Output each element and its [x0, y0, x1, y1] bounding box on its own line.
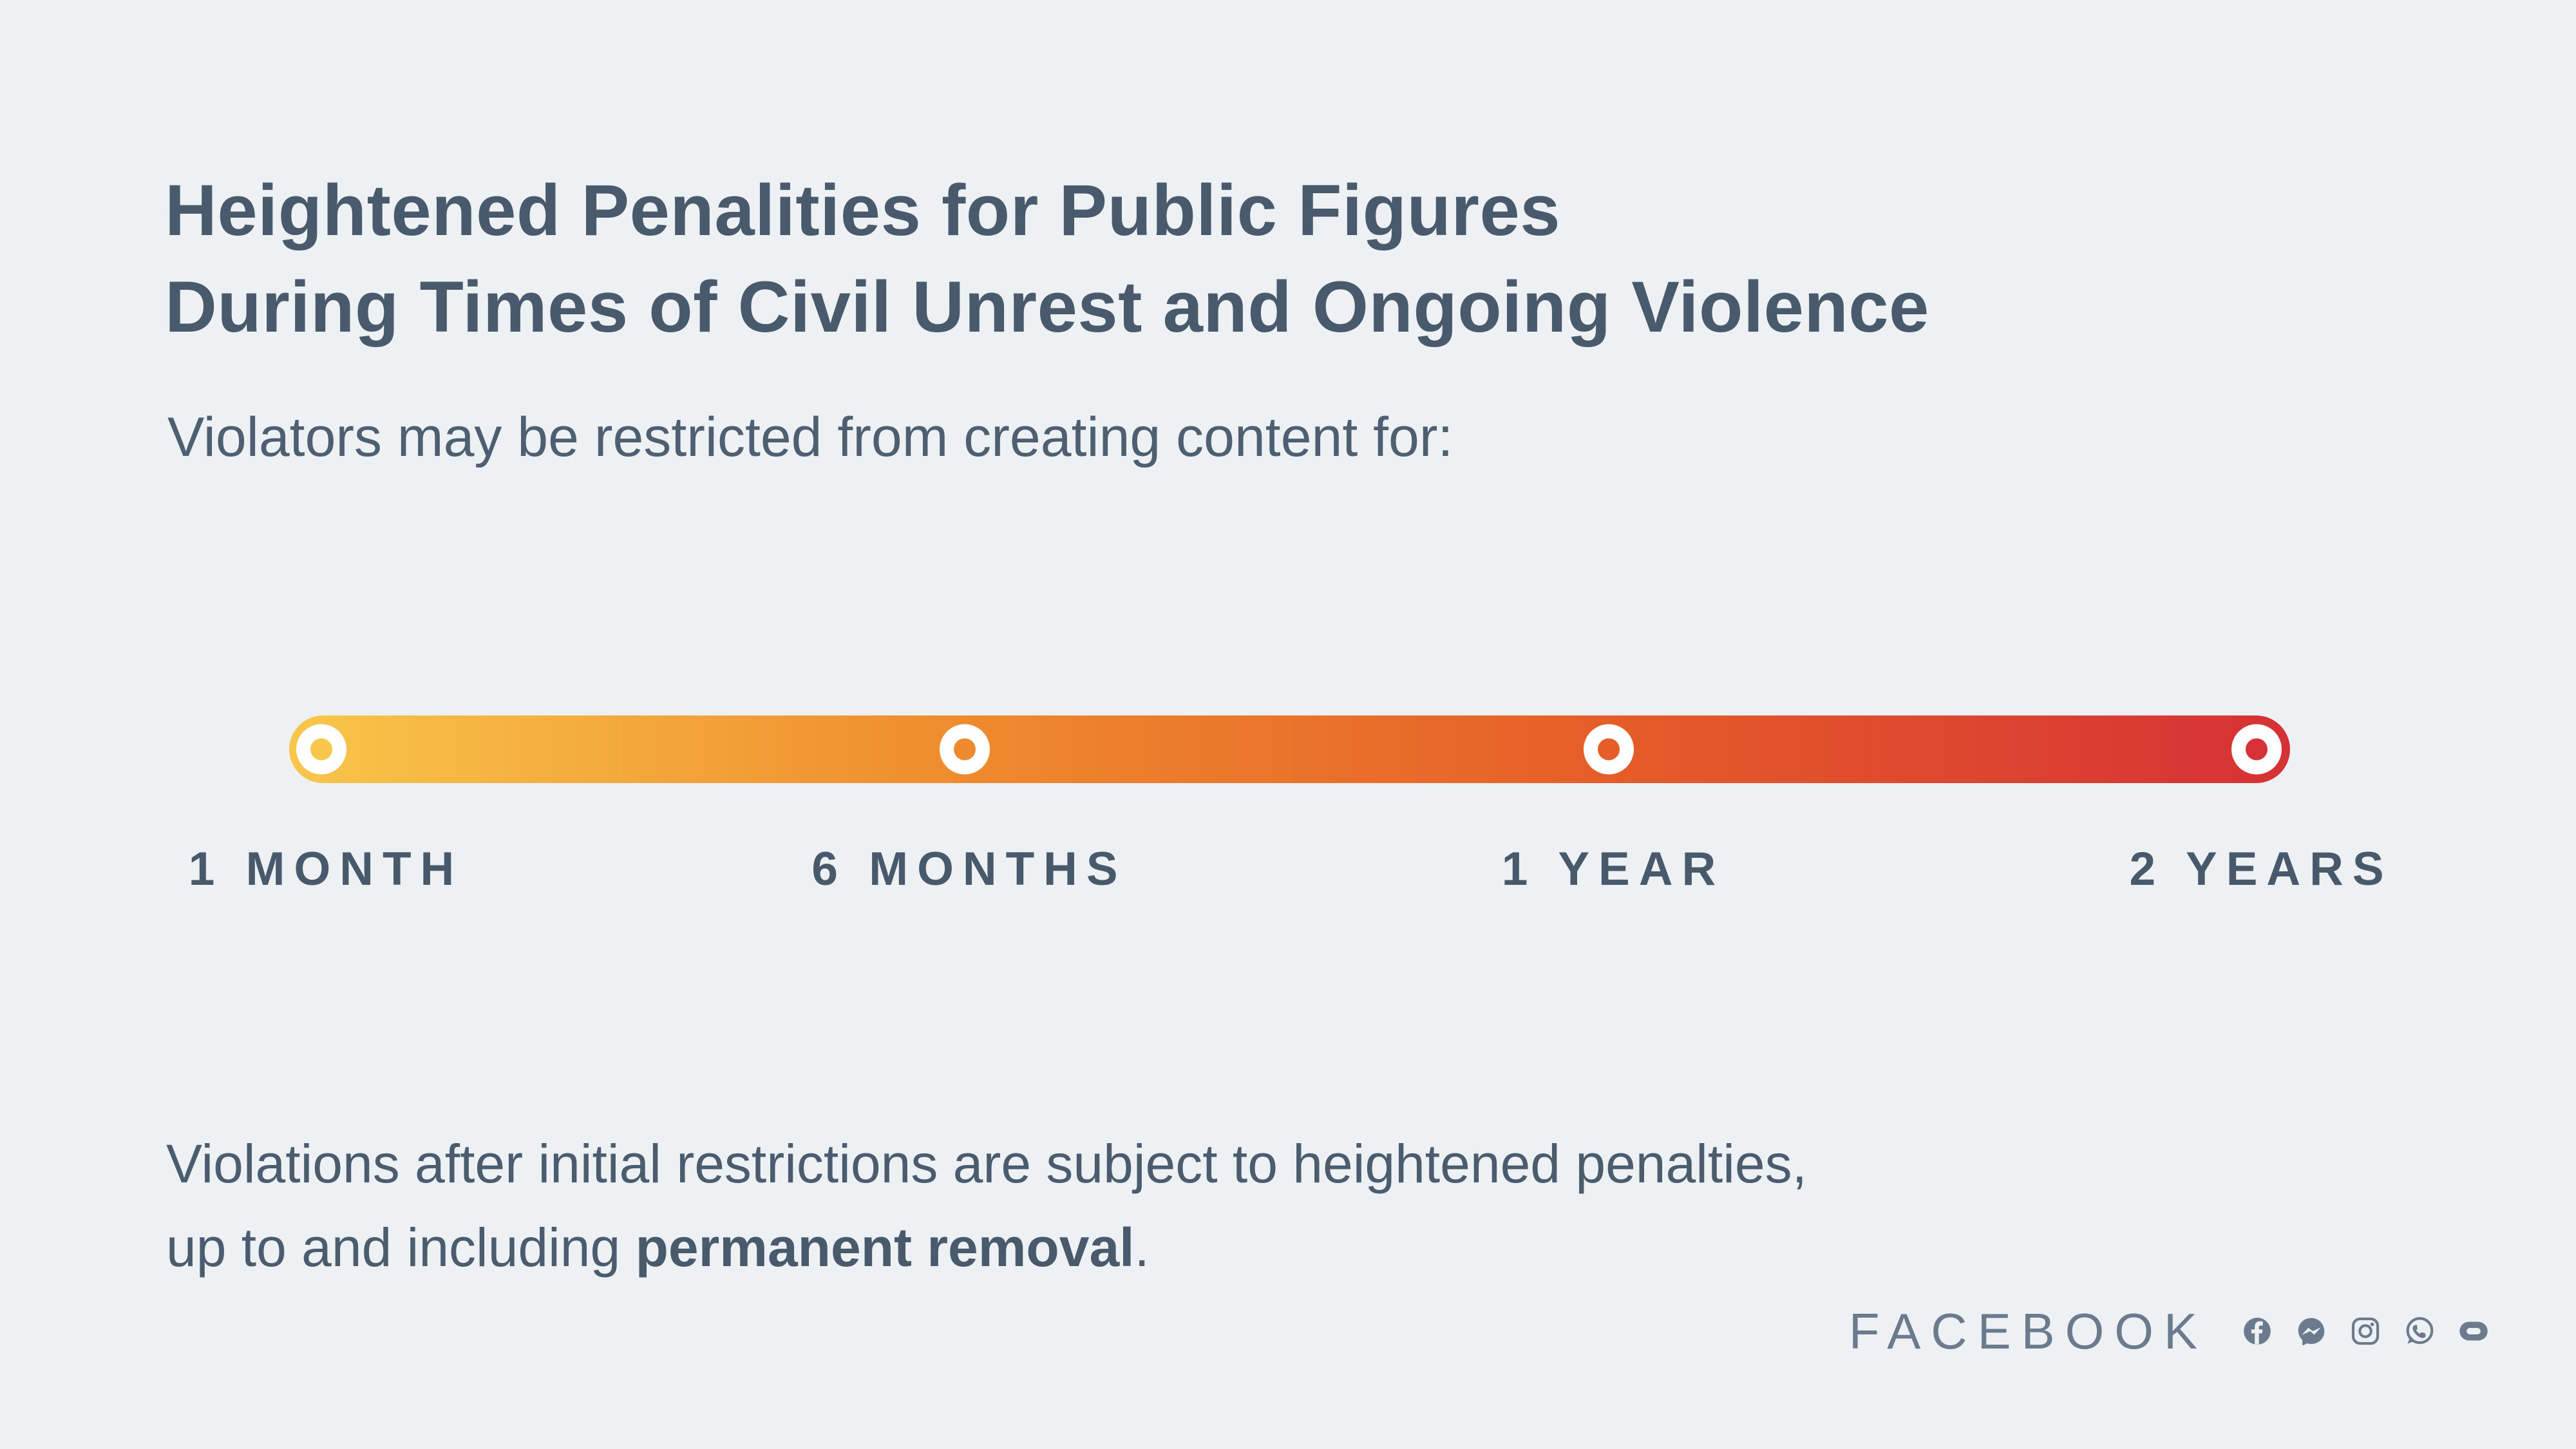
footnote: Violations after initial restrictions ar… [166, 1122, 1807, 1289]
timeline-marker-2-years [2231, 724, 2282, 775]
oculus-icon [2459, 1321, 2488, 1341]
tick-label-6-months: 6 MONTHS [811, 843, 1127, 895]
facebook-wordmark: FACEBOOK [1848, 1302, 2208, 1359]
page-title-line2: During Times of Civil Unrest and Ongoing… [165, 267, 1929, 347]
tick-label-2-years: 2 YEARS [2129, 843, 2393, 895]
timeline-marker-6-months [940, 724, 990, 775]
page-title: Heightened Penalities for Public Figures… [165, 162, 1929, 355]
timeline-marker-1-year [1584, 724, 1634, 775]
page-subtitle: Violators may be restricted from creatin… [167, 406, 1454, 468]
tick-label-1-year: 1 YEAR [1501, 843, 1725, 895]
gradient-bar [289, 715, 2290, 783]
footnote-line2: up to and including permanent removal. [166, 1217, 1150, 1278]
footnote-line1: Violations after initial restrictions ar… [166, 1133, 1807, 1194]
penalty-timeline-bar [289, 715, 2290, 783]
footer-brand-row: FACEBOOK [1849, 1296, 2492, 1367]
social-icons-row [2239, 1312, 2492, 1350]
instagram-icon [2351, 1317, 2380, 1345]
page-title-line1: Heightened Penalities for Public Figures [165, 170, 1561, 251]
messenger-icon [2298, 1318, 2325, 1346]
footnote-bold-text: permanent removal [635, 1217, 1135, 1278]
whatsapp-icon [2406, 1317, 2434, 1345]
tick-label-1-month: 1 MONTH [188, 843, 464, 895]
timeline-marker-1-month [296, 724, 346, 775]
facebook-icon [2244, 1318, 2271, 1345]
